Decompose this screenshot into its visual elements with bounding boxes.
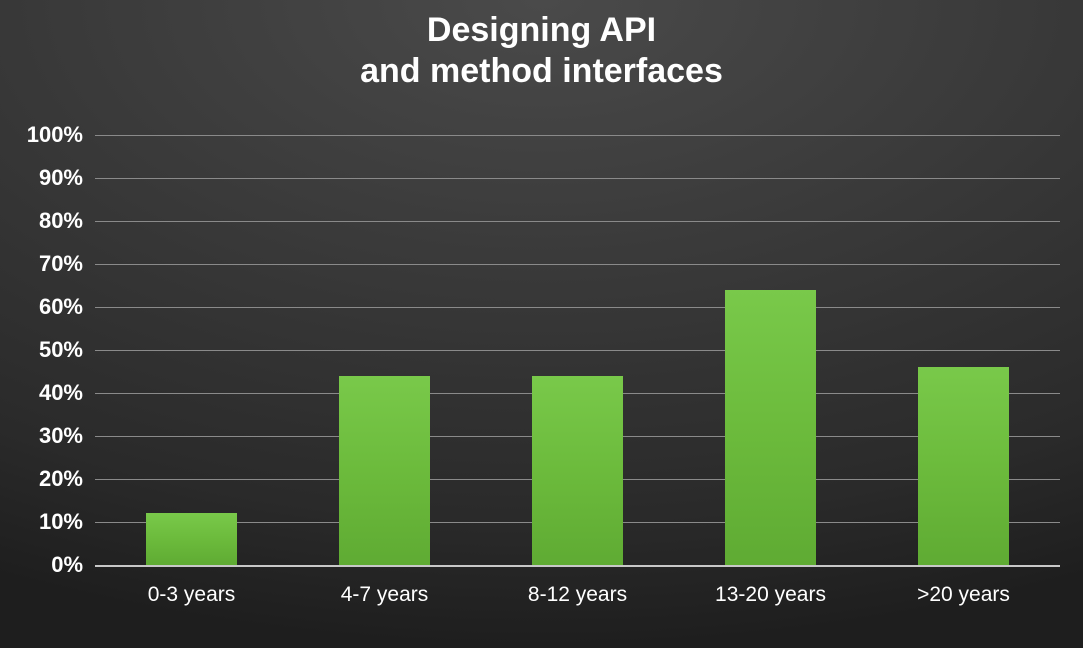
bar xyxy=(725,290,816,565)
y-tick-label: 10% xyxy=(39,509,83,535)
y-tick-label: 70% xyxy=(39,251,83,277)
y-tick-label: 100% xyxy=(27,122,83,148)
chart-title: Designing API and method interfaces xyxy=(0,10,1083,92)
gridline xyxy=(95,221,1060,222)
x-tick-label: 0-3 years xyxy=(148,583,236,607)
x-tick-label: 8-12 years xyxy=(528,583,627,607)
x-axis-baseline xyxy=(95,565,1060,567)
y-tick-label: 30% xyxy=(39,423,83,449)
bar xyxy=(532,376,623,565)
x-tick-label: 13-20 years xyxy=(715,583,826,607)
gridline xyxy=(95,178,1060,179)
bar-chart: Designing API and method interfaces 0%10… xyxy=(0,0,1083,648)
gridline xyxy=(95,135,1060,136)
chart-title-line2: and method interfaces xyxy=(0,51,1083,92)
bar xyxy=(339,376,430,565)
y-tick-label: 20% xyxy=(39,466,83,492)
bar xyxy=(918,367,1009,565)
y-tick-label: 60% xyxy=(39,294,83,320)
y-tick-label: 40% xyxy=(39,380,83,406)
x-tick-label: >20 years xyxy=(917,583,1010,607)
plot-area: 0%10%20%30%40%50%60%70%80%90%100%0-3 yea… xyxy=(95,135,1060,565)
gridline xyxy=(95,307,1060,308)
chart-title-line1: Designing API xyxy=(0,10,1083,51)
y-tick-label: 0% xyxy=(51,552,83,578)
bar xyxy=(146,513,237,565)
x-tick-label: 4-7 years xyxy=(341,583,429,607)
y-tick-label: 80% xyxy=(39,208,83,234)
y-tick-label: 50% xyxy=(39,337,83,363)
gridline xyxy=(95,350,1060,351)
y-tick-label: 90% xyxy=(39,165,83,191)
gridline xyxy=(95,264,1060,265)
